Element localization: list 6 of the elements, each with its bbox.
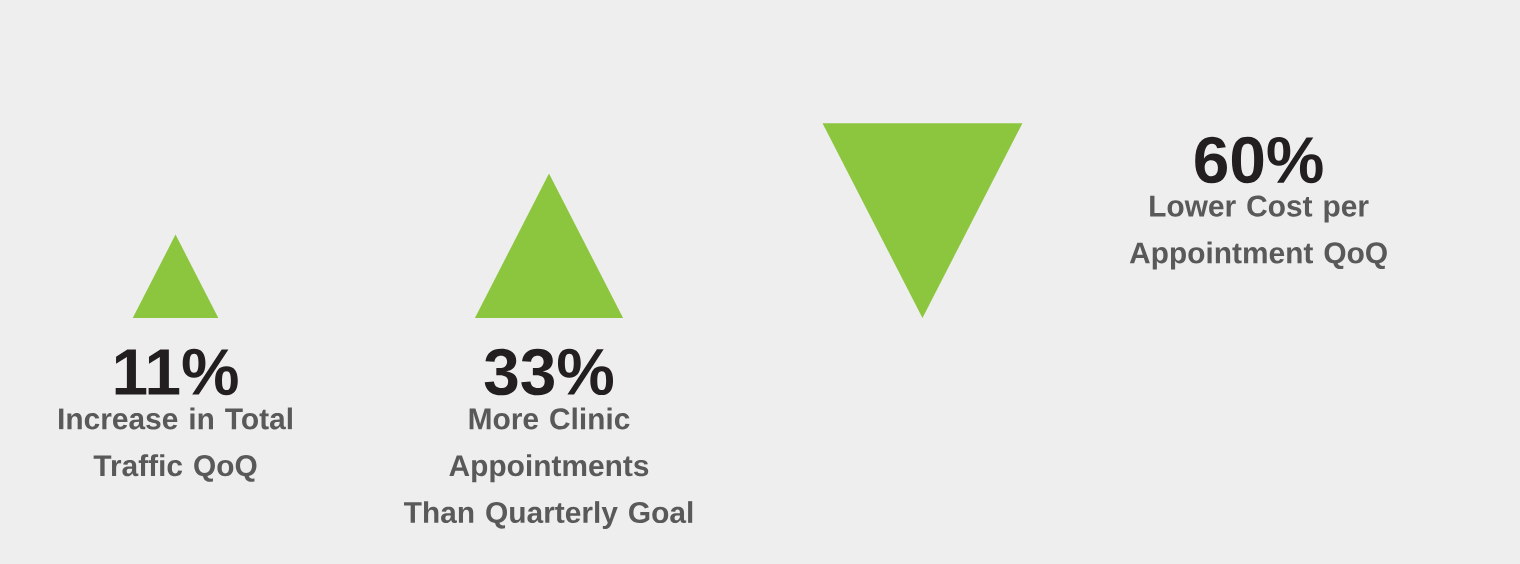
category-label: More Clinic Appointments Than Quarterly Goal (404, 407, 693, 530)
category-label: Increase in Total Traffic QoQ (59, 407, 292, 482)
data-label: 60% (1195, 136, 1323, 184)
category-label: Lower Cost per Appointment QoQ (1129, 195, 1387, 270)
data-label: 11% (115, 348, 238, 396)
data-label: 33% (484, 348, 614, 396)
